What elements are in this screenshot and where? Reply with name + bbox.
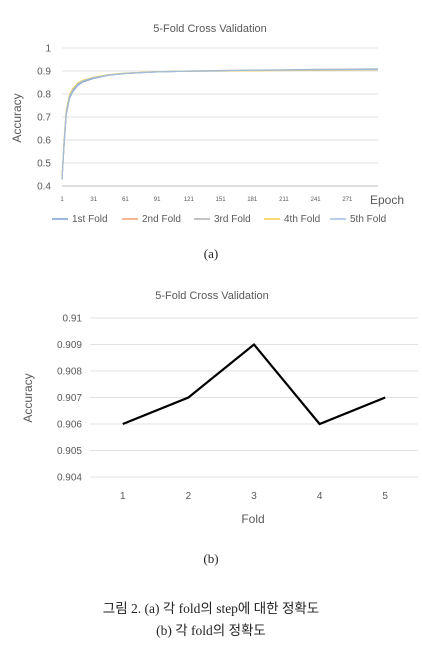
chart-a-legend-label: 5th Fold bbox=[350, 214, 386, 225]
chart-a-ytick: 0.7 bbox=[37, 113, 51, 124]
chart-a-legend-label: 4th Fold bbox=[284, 214, 320, 225]
chart-a-ytick: 1 bbox=[45, 44, 51, 55]
chart-a-xtick: 211 bbox=[279, 197, 289, 203]
chart-b-ytick: 0.907 bbox=[57, 393, 82, 404]
subcaption-b: (b) bbox=[203, 551, 219, 566]
chart-a-xtick: 241 bbox=[311, 197, 322, 203]
subcaption-a: (a) bbox=[203, 246, 219, 261]
figure-caption-line2: (b) 각 fold의 정확도 bbox=[156, 623, 266, 638]
chart-b: 5-Fold Cross Validation 0.904 0.905 0.906 0… bbox=[21, 290, 418, 526]
chart-a-ytick: 0.4 bbox=[37, 182, 51, 193]
chart-b-ytick: 0.905 bbox=[57, 446, 82, 457]
chart-a-series-line-5 bbox=[61, 68, 379, 180]
chart-b-xtick: 2 bbox=[186, 491, 192, 502]
chart-a-series-line-3 bbox=[61, 68, 379, 180]
chart-b-xtick: 3 bbox=[251, 491, 257, 502]
chart-b-ytick: 0.906 bbox=[57, 420, 82, 431]
figure-caption-line1: 그림 2. (a) 각 fold의 step에 대한 정확도 bbox=[102, 601, 320, 616]
chart-a-legend-label: 3rd Fold bbox=[214, 214, 251, 225]
chart-a-xtick: 61 bbox=[122, 197, 129, 203]
chart-b-xlabel: Fold bbox=[241, 512, 264, 526]
chart-b-xtick: 4 bbox=[317, 491, 323, 502]
chart-a: 5-Fold Cross Validation 0.4 0.5 0.6 0.7 0.8 0… bbox=[10, 23, 404, 225]
chart-b-series-line bbox=[122, 342, 386, 426]
chart-b-ytick: 0.91 bbox=[63, 314, 83, 325]
chart-b-xtick: 5 bbox=[382, 491, 388, 502]
chart-b-title: 5-Fold Cross Validation bbox=[155, 290, 269, 302]
chart-a-xtick: 31 bbox=[90, 197, 97, 203]
chart-a-legend-label: 1st Fold bbox=[72, 214, 108, 225]
chart-a-xtick: 121 bbox=[184, 197, 195, 203]
chart-b-ytick: 0.909 bbox=[57, 340, 82, 351]
chart-a-xtick: 271 bbox=[342, 197, 353, 203]
chart-a-xtick: 181 bbox=[247, 197, 258, 203]
chart-b-ytick: 0.908 bbox=[57, 367, 82, 378]
chart-a-ytick: 0.9 bbox=[37, 67, 51, 78]
chart-a-ytick: 0.8 bbox=[37, 90, 51, 101]
chart-a-ytick: 0.6 bbox=[37, 136, 51, 147]
chart-b-ylabel: Accuracy bbox=[21, 373, 35, 422]
chart-a-xtick: 91 bbox=[154, 197, 161, 203]
chart-a-legend-label: 2nd Fold bbox=[142, 214, 181, 225]
chart-a-ytick: 0.5 bbox=[37, 159, 51, 170]
chart-a-title: 5-Fold Cross Validation bbox=[153, 23, 267, 35]
chart-b-xtick: 1 bbox=[120, 491, 126, 502]
chart-a-xtick: 151 bbox=[216, 197, 227, 203]
chart-a-ylabel: Accuracy bbox=[10, 93, 24, 142]
chart-a-xlabel: Epoch bbox=[370, 193, 404, 207]
chart-b-ytick: 0.904 bbox=[57, 473, 82, 484]
chart-a-xtick: 1 bbox=[60, 197, 64, 203]
